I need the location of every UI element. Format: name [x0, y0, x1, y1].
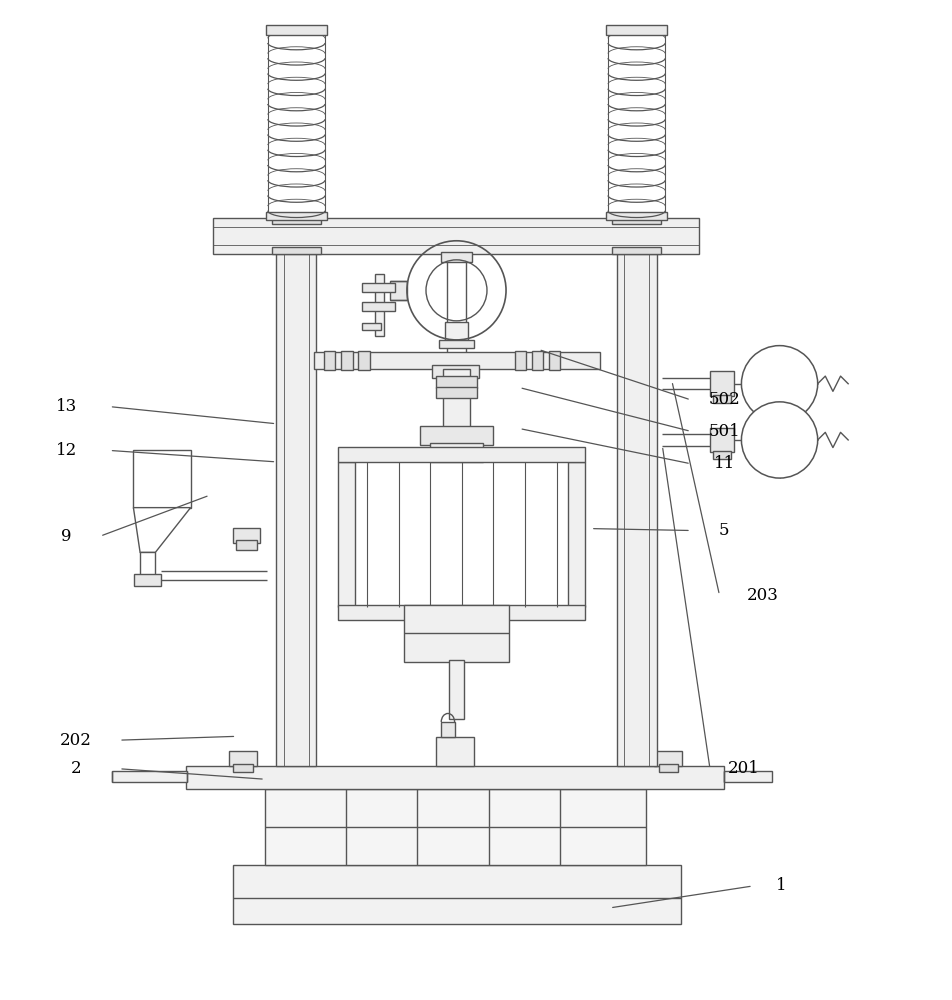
- Bar: [338, 605, 585, 620]
- Text: 502: 502: [707, 391, 740, 408]
- Bar: [514, 351, 526, 370]
- Bar: [112, 771, 187, 782]
- Bar: [233, 764, 252, 772]
- Bar: [605, 212, 666, 220]
- Bar: [435, 376, 477, 388]
- Bar: [271, 247, 321, 254]
- Bar: [266, 25, 327, 35]
- Bar: [441, 252, 471, 262]
- Bar: [724, 771, 771, 782]
- Text: 203: 203: [745, 587, 778, 604]
- Bar: [338, 447, 585, 462]
- Bar: [420, 426, 492, 445]
- Bar: [611, 247, 661, 254]
- Bar: [358, 351, 369, 370]
- Text: 2: 2: [70, 760, 82, 777]
- Bar: [233, 865, 681, 924]
- Bar: [374, 274, 384, 336]
- Bar: [341, 351, 352, 370]
- Bar: [658, 764, 677, 772]
- Text: 12: 12: [56, 442, 77, 459]
- Circle shape: [741, 402, 817, 478]
- Text: 13: 13: [56, 398, 77, 415]
- Bar: [709, 428, 733, 452]
- Bar: [133, 450, 190, 508]
- Bar: [140, 552, 155, 576]
- Bar: [531, 351, 543, 370]
- Bar: [611, 216, 661, 224]
- Bar: [212, 218, 698, 254]
- Bar: [439, 340, 473, 348]
- Bar: [431, 365, 479, 378]
- Bar: [448, 660, 464, 719]
- Text: 501: 501: [707, 423, 740, 440]
- Polygon shape: [441, 722, 454, 737]
- Bar: [389, 281, 407, 300]
- Text: 11: 11: [713, 455, 734, 472]
- Bar: [338, 462, 355, 607]
- Bar: [324, 351, 335, 370]
- Bar: [362, 283, 395, 292]
- Bar: [653, 751, 682, 766]
- Bar: [445, 322, 467, 343]
- Text: 5: 5: [718, 522, 729, 539]
- Bar: [435, 737, 473, 766]
- Bar: [435, 387, 477, 398]
- Bar: [314, 352, 600, 369]
- Bar: [186, 766, 724, 789]
- Bar: [228, 751, 257, 766]
- Bar: [404, 605, 508, 662]
- Text: 1: 1: [775, 877, 786, 894]
- Circle shape: [741, 346, 817, 422]
- Bar: [271, 216, 321, 224]
- Bar: [134, 574, 161, 586]
- Bar: [443, 369, 469, 429]
- Bar: [548, 351, 560, 370]
- Bar: [709, 371, 733, 396]
- Bar: [236, 540, 257, 550]
- Text: 201: 201: [726, 760, 759, 777]
- Bar: [266, 212, 327, 220]
- Bar: [712, 395, 730, 403]
- Text: 202: 202: [60, 732, 92, 749]
- Polygon shape: [133, 508, 190, 552]
- Bar: [616, 252, 656, 766]
- Bar: [362, 302, 395, 311]
- Bar: [712, 451, 730, 459]
- Bar: [605, 25, 666, 35]
- Bar: [276, 252, 316, 766]
- Bar: [429, 443, 483, 462]
- Text: 9: 9: [61, 528, 72, 545]
- Bar: [265, 789, 645, 865]
- Bar: [362, 323, 381, 330]
- Bar: [567, 462, 585, 607]
- Bar: [233, 528, 260, 543]
